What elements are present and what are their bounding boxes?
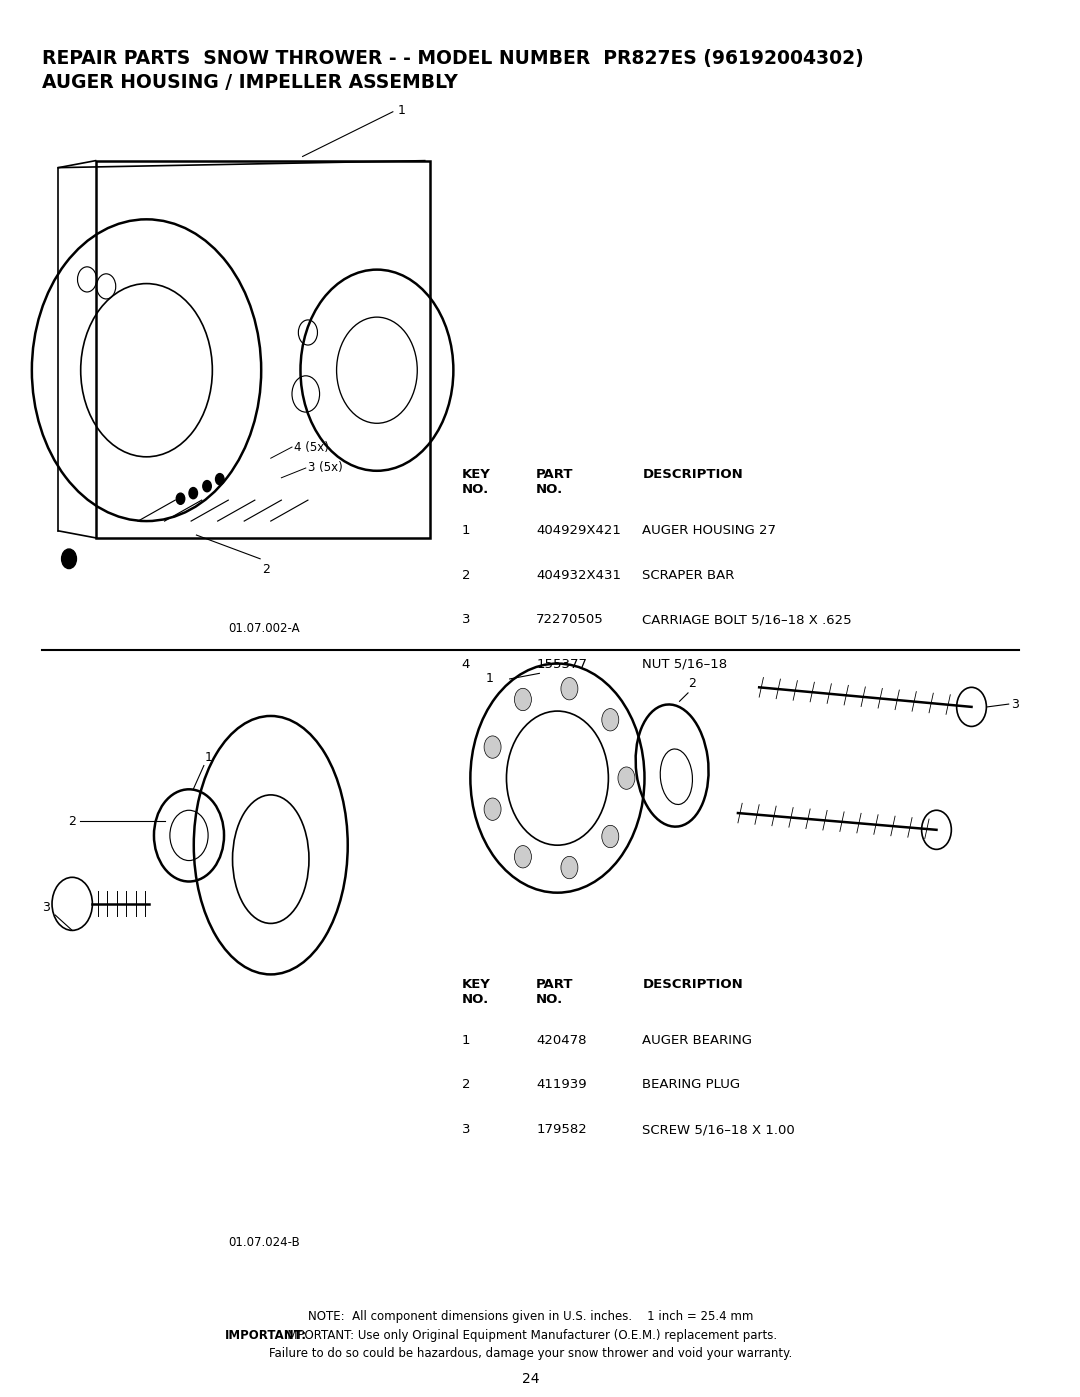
Text: AUGER HOUSING / IMPELLER ASSEMBLY: AUGER HOUSING / IMPELLER ASSEMBLY — [42, 73, 458, 92]
Text: AUGER HOUSING 27: AUGER HOUSING 27 — [643, 524, 777, 536]
Text: 3: 3 — [462, 1123, 471, 1136]
Circle shape — [514, 689, 531, 711]
Text: NUT 5/16–18: NUT 5/16–18 — [643, 658, 728, 671]
Text: IMPORTANT: Use only Original Equipment Manufacturer (O.E.M.) replacement parts.: IMPORTANT: Use only Original Equipment M… — [284, 1329, 778, 1341]
Text: AUGER BEARING: AUGER BEARING — [643, 1034, 753, 1046]
Circle shape — [602, 826, 619, 848]
Text: 3: 3 — [462, 613, 471, 626]
Text: 420478: 420478 — [536, 1034, 586, 1046]
Text: IMPORTANT:: IMPORTANT: — [225, 1329, 307, 1341]
Text: 1: 1 — [486, 672, 494, 686]
Text: 2: 2 — [462, 569, 471, 581]
Circle shape — [216, 474, 224, 485]
Text: 2: 2 — [68, 814, 77, 828]
Text: KEY
NO.: KEY NO. — [462, 978, 490, 1006]
Text: PART
NO.: PART NO. — [536, 468, 573, 496]
Circle shape — [203, 481, 212, 492]
Text: 2: 2 — [262, 563, 270, 576]
Text: 4: 4 — [462, 658, 470, 671]
Text: 3: 3 — [1011, 697, 1018, 711]
Text: 155377: 155377 — [536, 658, 588, 671]
Text: 179582: 179582 — [536, 1123, 586, 1136]
Text: KEY
NO.: KEY NO. — [462, 468, 490, 496]
Circle shape — [176, 493, 185, 504]
Text: 24: 24 — [522, 1372, 540, 1386]
Text: BEARING PLUG: BEARING PLUG — [643, 1078, 741, 1091]
Text: 1: 1 — [462, 524, 471, 536]
Circle shape — [602, 708, 619, 731]
Text: 404932X431: 404932X431 — [536, 569, 621, 581]
Text: 1: 1 — [462, 1034, 471, 1046]
Text: 2: 2 — [462, 1078, 471, 1091]
Text: Failure to do so could be hazardous, damage your snow thrower and void your warr: Failure to do so could be hazardous, dam… — [269, 1347, 793, 1359]
Text: 3: 3 — [42, 901, 51, 914]
Text: NOTE:  All component dimensions given in U.S. inches.    1 inch = 25.4 mm: NOTE: All component dimensions given in … — [308, 1310, 754, 1323]
Text: REPAIR PARTS  SNOW THROWER - - MODEL NUMBER  PR827ES (96192004302): REPAIR PARTS SNOW THROWER - - MODEL NUMB… — [42, 49, 864, 68]
Circle shape — [618, 767, 635, 789]
Circle shape — [561, 678, 578, 700]
Text: 411939: 411939 — [536, 1078, 586, 1091]
Circle shape — [561, 856, 578, 879]
Text: 01.07.002-A: 01.07.002-A — [228, 622, 300, 634]
Text: 2: 2 — [688, 678, 696, 690]
Text: DESCRIPTION: DESCRIPTION — [643, 978, 743, 990]
Circle shape — [62, 549, 77, 569]
Text: 72270505: 72270505 — [536, 613, 604, 626]
Text: DESCRIPTION: DESCRIPTION — [643, 468, 743, 481]
Text: 1: 1 — [205, 752, 213, 764]
Circle shape — [189, 488, 198, 499]
Text: 4 (5x): 4 (5x) — [294, 440, 329, 454]
Circle shape — [484, 736, 501, 759]
Text: 01.07.024-B: 01.07.024-B — [228, 1236, 300, 1249]
Circle shape — [484, 798, 501, 820]
Text: 1: 1 — [399, 103, 406, 117]
Text: PART
NO.: PART NO. — [536, 978, 573, 1006]
Text: SCREW 5/16–18 X 1.00: SCREW 5/16–18 X 1.00 — [643, 1123, 795, 1136]
Text: 404929X421: 404929X421 — [536, 524, 621, 536]
Text: CARRIAGE BOLT 5/16–18 X .625: CARRIAGE BOLT 5/16–18 X .625 — [643, 613, 852, 626]
Circle shape — [514, 845, 531, 868]
Text: SCRAPER BAR: SCRAPER BAR — [643, 569, 734, 581]
Text: 3 (5x): 3 (5x) — [308, 461, 342, 475]
